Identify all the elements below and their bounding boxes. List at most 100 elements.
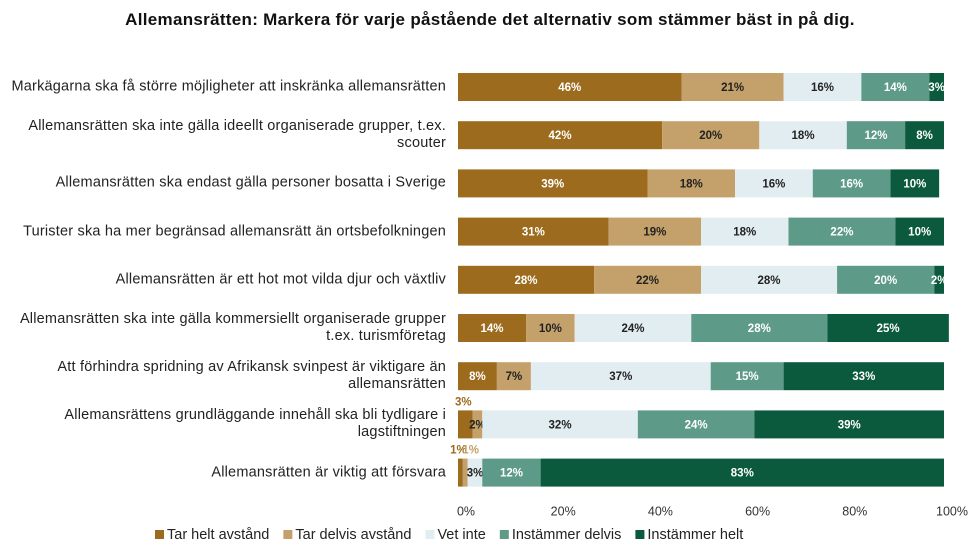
bar-segment [647, 169, 736, 198]
value-label: 18% [792, 130, 815, 142]
value-label: 3% [928, 82, 945, 94]
value-label: 32% [549, 419, 572, 431]
bar-segment [472, 410, 483, 439]
x-tick-label: 0% [457, 504, 475, 518]
category-label: Allemansrätten är ett hot mot vilda djur… [115, 271, 446, 288]
bar-segment [681, 73, 784, 101]
bar-segment [458, 217, 609, 246]
bar-segment [526, 314, 575, 342]
bar-segment [701, 265, 838, 294]
bar-segment [458, 314, 527, 342]
value-label: 28% [515, 275, 538, 287]
x-tick-label: 60% [745, 504, 770, 518]
category-label: Allemansrätten ska inte gälla ideellt or… [28, 118, 446, 152]
category-label: Allemansrättens grundläggande innehåll s… [64, 407, 446, 441]
bar-segment [934, 265, 944, 294]
legend-label: Tar helt avstånd [167, 527, 269, 543]
legend-swatch [635, 530, 645, 539]
value-label: 46% [558, 82, 581, 94]
bar-segment [837, 265, 935, 294]
bar-segment [735, 169, 813, 198]
value-label: 14% [481, 323, 504, 335]
bar-segment [458, 121, 663, 150]
legend-label: Vet inte [437, 527, 485, 543]
value-label: 3% [467, 468, 484, 480]
value-label: 18% [733, 227, 756, 239]
bar-segment [530, 362, 711, 391]
value-label: 7% [506, 371, 523, 383]
value-label: 8% [916, 130, 933, 142]
value-label: 39% [838, 419, 861, 431]
bar-segment [458, 265, 595, 294]
value-label: 16% [762, 178, 785, 190]
category-label: Markägarna ska få större möjligheter att… [11, 78, 446, 95]
value-label: 28% [748, 323, 771, 335]
category-label: Allemansrätten är viktig att försvara [211, 464, 446, 481]
value-label: 16% [811, 82, 834, 94]
bar-segment [895, 217, 944, 246]
bar-segment [783, 73, 862, 101]
bar-segment [783, 362, 944, 391]
value-label: 37% [609, 371, 632, 383]
legend-swatch [425, 530, 435, 539]
bar-segment [458, 362, 497, 391]
category-label: Allemansrätten ska inte gälla kommersiel… [19, 311, 446, 344]
value-label: 2% [931, 275, 948, 287]
value-label: 19% [643, 227, 666, 239]
bar-segment [929, 73, 944, 101]
bar-segment [458, 73, 682, 101]
legend-swatch [499, 530, 509, 539]
value-label: 18% [680, 178, 703, 190]
value-label: 10% [539, 323, 562, 335]
bar-segment [710, 362, 784, 391]
x-tick-label: 40% [648, 504, 673, 518]
value-label: 2% [469, 419, 486, 431]
chart-title: Allemansrätten: Markera för varje påståe… [125, 10, 855, 29]
bar-segment [482, 410, 638, 439]
bar-segment [467, 458, 483, 487]
value-label: 31% [522, 227, 545, 239]
bar-segment [458, 410, 473, 439]
value-label: 25% [877, 323, 900, 335]
value-label: 22% [830, 227, 853, 239]
value-label: 1% [462, 445, 479, 457]
bar-segment [540, 458, 944, 487]
bar-segment [637, 410, 755, 439]
value-label: 24% [685, 419, 708, 431]
legend-label: Instämmer helt [647, 527, 743, 543]
value-label: 12% [864, 130, 887, 142]
bar-segment [458, 458, 463, 487]
x-tick-label: 80% [842, 504, 867, 518]
value-label: 39% [541, 178, 564, 190]
category-label: Turister ska ha mer begränsad allemansrä… [23, 223, 446, 240]
value-label: 15% [736, 371, 759, 383]
value-label: 21% [721, 82, 744, 94]
value-label: 83% [731, 468, 754, 480]
bar-segment [691, 314, 828, 342]
bar-segment [754, 410, 944, 439]
bar-segment [462, 458, 468, 487]
bar-segment [701, 217, 789, 246]
bar-segment [594, 265, 701, 294]
value-label: 33% [852, 371, 875, 383]
x-tick-label: 20% [551, 504, 576, 518]
bar-segment [812, 169, 891, 198]
value-label: 20% [699, 130, 722, 142]
bar-segment [861, 73, 930, 101]
bar-segment [608, 217, 701, 246]
value-label: 10% [908, 227, 931, 239]
value-label: 20% [874, 275, 897, 287]
value-label: 22% [636, 275, 659, 287]
bar-segment [458, 169, 648, 198]
legend-swatch [155, 530, 164, 539]
legend-label: Instämmer delvis [512, 527, 622, 543]
bar-segment [890, 169, 940, 198]
bar-segment [496, 362, 531, 391]
value-label: 1% [450, 445, 467, 457]
bar-segment [759, 121, 847, 150]
value-label: 14% [884, 82, 907, 94]
value-label: 42% [549, 130, 572, 142]
x-tick-label: 100% [936, 504, 968, 518]
value-label: 24% [621, 323, 644, 335]
